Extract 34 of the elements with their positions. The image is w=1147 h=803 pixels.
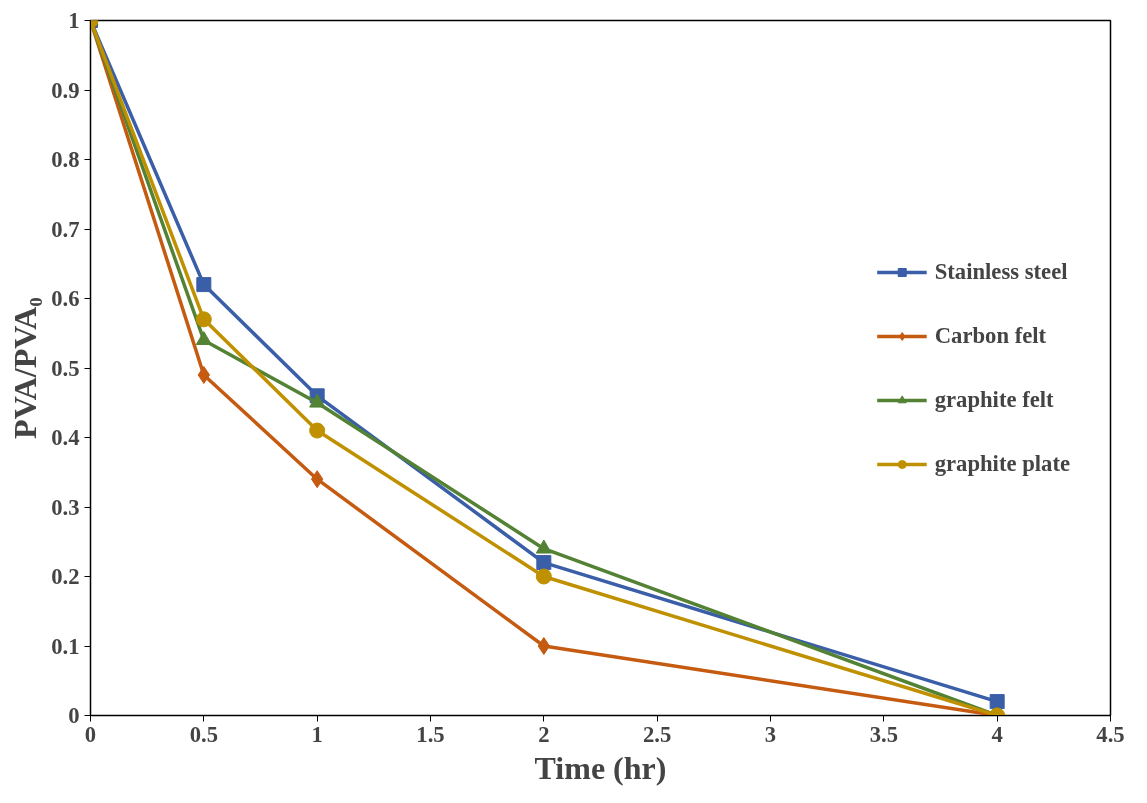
y-tick-label: 0.7 xyxy=(51,216,80,242)
legend-label: graphite plate xyxy=(934,450,1070,477)
y-axis-title: PVA/PVA₀ xyxy=(7,297,44,439)
x-tick-label: 0 xyxy=(84,721,97,747)
x-tick-label: 4.5 xyxy=(1096,721,1125,747)
y-tick-label: 0.6 xyxy=(51,286,80,311)
y-tick-label: 0.2 xyxy=(51,564,80,589)
x-tick-label: 1.5 xyxy=(416,721,445,747)
x-tick-label: 2 xyxy=(538,721,550,747)
point xyxy=(537,637,550,655)
y-tick-label: 0.3 xyxy=(51,494,80,520)
point xyxy=(989,694,1005,710)
point xyxy=(535,568,552,585)
x-tick-label: 3 xyxy=(764,721,777,747)
y-tick-label: 1 xyxy=(68,8,80,33)
x-tick-label: 0.5 xyxy=(189,721,218,747)
y-tick-label: 0.4 xyxy=(51,425,80,450)
point xyxy=(536,555,552,571)
y-tick-label: 0.8 xyxy=(51,147,80,172)
y-tick-label: 0 xyxy=(68,703,80,728)
point xyxy=(196,277,212,293)
x-tick-label: 3.5 xyxy=(869,721,898,747)
y-tick-label: 0.1 xyxy=(51,633,80,659)
x-tick-label: 4 xyxy=(991,721,1003,747)
x-tick-label: 1 xyxy=(311,721,323,747)
x-tick-label: 2.5 xyxy=(643,721,672,747)
point xyxy=(195,311,212,328)
point xyxy=(309,422,326,439)
y-tick-label: 0.9 xyxy=(51,77,80,103)
legend-label: Stainless steel xyxy=(934,258,1068,285)
x-axis-title: Time (hr) xyxy=(534,749,667,786)
legend-label: graphite felt xyxy=(934,386,1054,413)
y-tick-label: 0.5 xyxy=(51,355,80,381)
legend-label: Carbon felt xyxy=(934,322,1047,349)
